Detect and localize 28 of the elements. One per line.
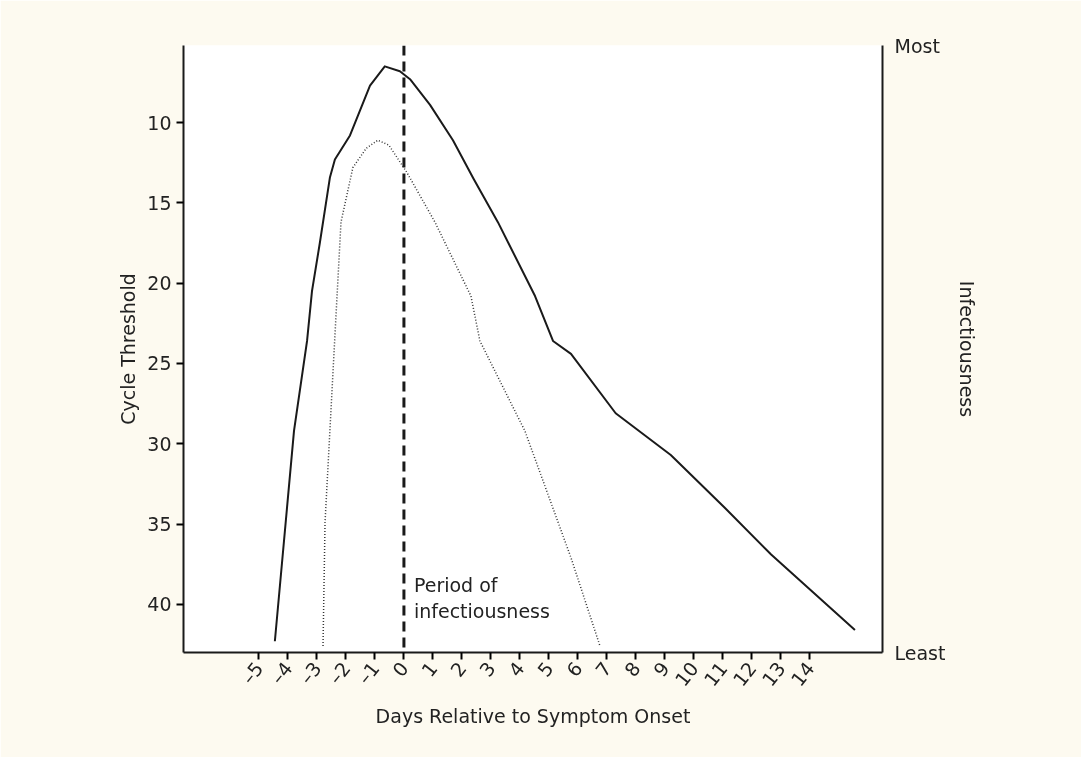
y-tick-label: 35 [147,513,172,536]
x-tick-label: 8 [619,657,645,681]
y-tick-label: 25 [147,352,172,375]
text: Least [894,641,946,664]
text: Most [894,34,940,57]
x-axis-title: Days Relative to Symptom Onset [375,705,691,728]
x-tick-label: –2 [323,657,355,689]
y-axis-title: Cycle Threshold [117,273,140,425]
x-tick-label: 5 [532,657,558,681]
x-tick-label: 0 [387,657,413,681]
x-tick-label: –5 [236,657,268,689]
y-tick-label: 40 [147,593,172,616]
x-tick-label: 3 [474,657,500,681]
x-tick-label: 6 [561,657,587,681]
x-tick-label: 1 [416,657,442,681]
y-tick-label: 30 [147,432,172,455]
x-tick-label: 4 [503,657,529,681]
x-tick-label: 7 [590,657,616,681]
x-tick-label: –4 [265,657,297,689]
y2-axis-title: Infectiousness [956,280,979,418]
y-tick-label: 20 [147,272,172,295]
y-tick-label: 10 [147,111,172,134]
x-tick-label: –1 [352,657,384,689]
y-tick-label: 15 [147,191,172,214]
x-tick-label: 2 [445,657,471,681]
ref-line-label: Period of infectiousness [413,574,550,623]
line-series [322,139,601,647]
x-tick-label: –3 [294,657,326,689]
